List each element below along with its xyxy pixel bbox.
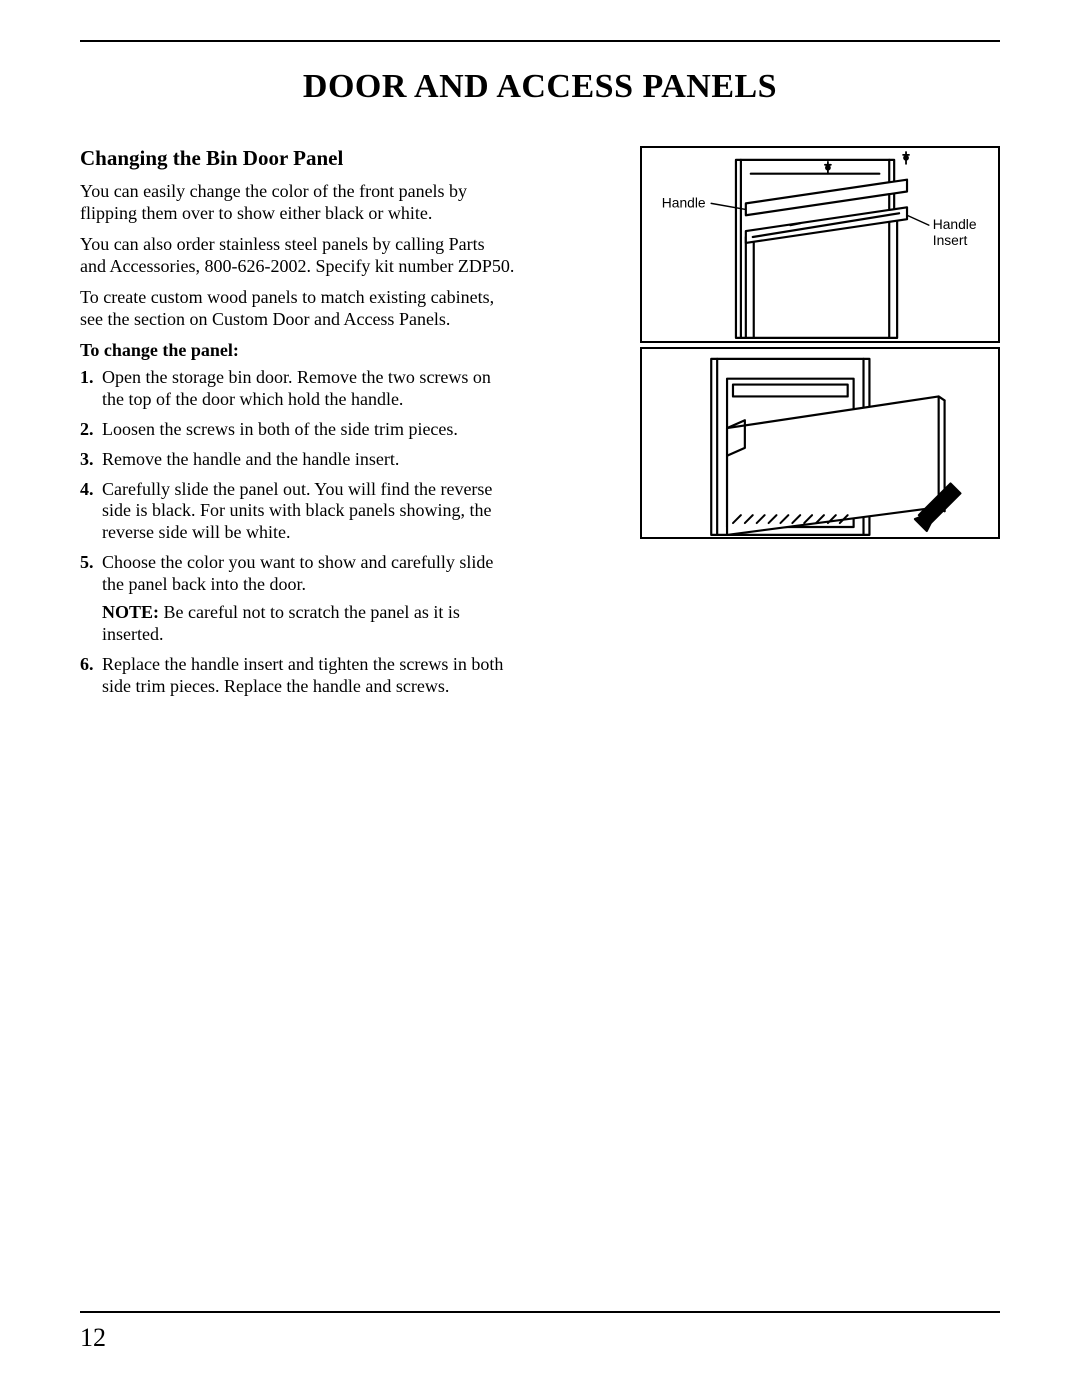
bottom-rule <box>80 1311 1000 1313</box>
content-columns: Changing the Bin Door Panel You can easi… <box>80 146 1000 706</box>
steps-lead-in: To change the panel: <box>80 340 515 361</box>
section-heading: Changing the Bin Door Panel <box>80 146 515 171</box>
figure-label-handle: Handle <box>662 194 706 210</box>
intro-para-1: You can easily change the color of the f… <box>80 181 515 225</box>
step-item: Replace the handle insert and tighten th… <box>80 654 515 698</box>
page-number: 12 <box>80 1323 106 1353</box>
intro-para-3: To create custom wood panels to match ex… <box>80 287 515 331</box>
figure-bottom <box>640 347 1000 539</box>
steps-list: Open the storage bin door. Remove the tw… <box>80 367 515 698</box>
step-item: Choose the color you want to show and ca… <box>80 552 515 646</box>
figure-label-handle-insert-1: Handle <box>933 216 977 232</box>
top-rule <box>80 40 1000 42</box>
figure-column: Handle Handle Insert <box>545 146 1000 706</box>
step-item: Carefully slide the panel out. You will … <box>80 479 515 545</box>
step-item: Loosen the screws in both of the side tr… <box>80 419 515 441</box>
step-item: Open the storage bin door. Remove the tw… <box>80 367 515 411</box>
intro-para-2: You can also order stainless steel panel… <box>80 234 515 278</box>
text-column: Changing the Bin Door Panel You can easi… <box>80 146 515 706</box>
step-note: NOTE: Be careful not to scratch the pane… <box>102 602 515 646</box>
page-title: DOOR AND ACCESS PANELS <box>80 68 1000 106</box>
figure-label-handle-insert-2: Insert <box>933 232 968 248</box>
step-item: Remove the handle and the handle insert. <box>80 449 515 471</box>
figure-top: Handle Handle Insert <box>640 146 1000 343</box>
figure-box: Handle Handle Insert <box>640 146 1000 706</box>
step-text: Choose the color you want to show and ca… <box>102 552 493 594</box>
note-label: NOTE: <box>102 602 159 622</box>
